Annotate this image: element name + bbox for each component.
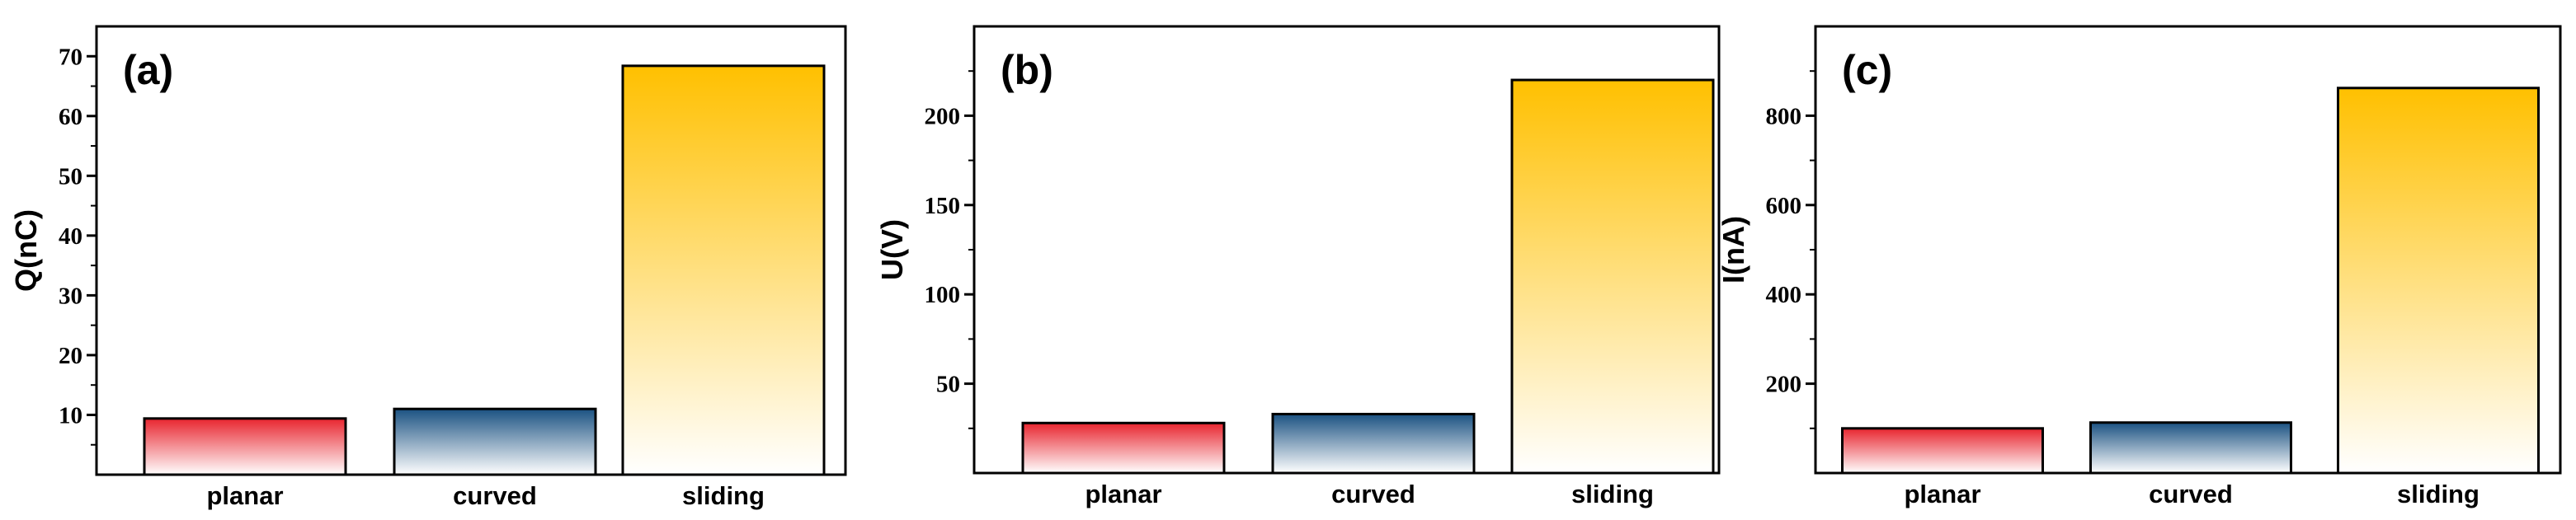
y-tick-label: 20 [59,343,82,369]
y-tick-label: 400 [1766,282,1802,308]
y-tick-label: 50 [59,163,82,190]
category-label-curved: curved [2149,480,2233,508]
bar-sliding [621,64,826,476]
panel-label: (c) [1842,47,1892,93]
chart-panel-2: 50 100 150 200 planar curved sliding U(V) (b) [875,25,1721,508]
y-tick-label: 10 [59,402,82,429]
y-tick-label: 100 [925,282,961,308]
category-label-curved: curved [453,481,537,510]
category-label-planar: planar [1904,480,1980,508]
bar-curved [1271,412,1476,475]
plot-frame [95,25,847,476]
y-tick-label: 70 [59,44,82,70]
bar-planar [1021,421,1226,475]
y-tick-label: 40 [59,223,82,250]
bar-planar [1841,427,2044,475]
category-label-sliding: sliding [1571,480,1654,508]
y-tick-label: 200 [925,103,961,129]
y-tick-label: 50 [936,372,960,398]
y-tick-label: 150 [925,193,961,219]
y-tick-label: 800 [1766,103,1802,129]
y-axis-title: I(nA) [1717,216,1750,283]
bar-planar [143,417,347,476]
y-tick-label: 30 [59,283,82,309]
bar-sliding [1510,78,1715,475]
category-label-planar: planar [1085,480,1161,508]
panel-label: (b) [1001,47,1053,93]
chart-panel-3: 200 400 600 800 planar curved sliding I(nA) (c) [1717,25,2562,508]
category-label-sliding: sliding [682,481,765,510]
bar-curved [2089,421,2292,475]
bar-sliding [2337,87,2540,475]
bar-curved [393,407,597,476]
category-label-curved: curved [1331,480,1415,508]
category-label-sliding: sliding [2397,480,2479,508]
chart-panel-1: 10 20 30 40 50 60 70 planar curved sliding Q(nC) (a… [9,25,847,510]
y-axis-title: U(V) [875,219,909,280]
panel-label: (a) [123,47,173,93]
y-axis-title: Q(nC) [9,209,43,292]
y-tick-label: 600 [1766,193,1802,219]
category-label-planar: planar [206,481,283,510]
y-tick-label: 60 [59,104,82,130]
y-tick-label: 200 [1766,372,1802,398]
